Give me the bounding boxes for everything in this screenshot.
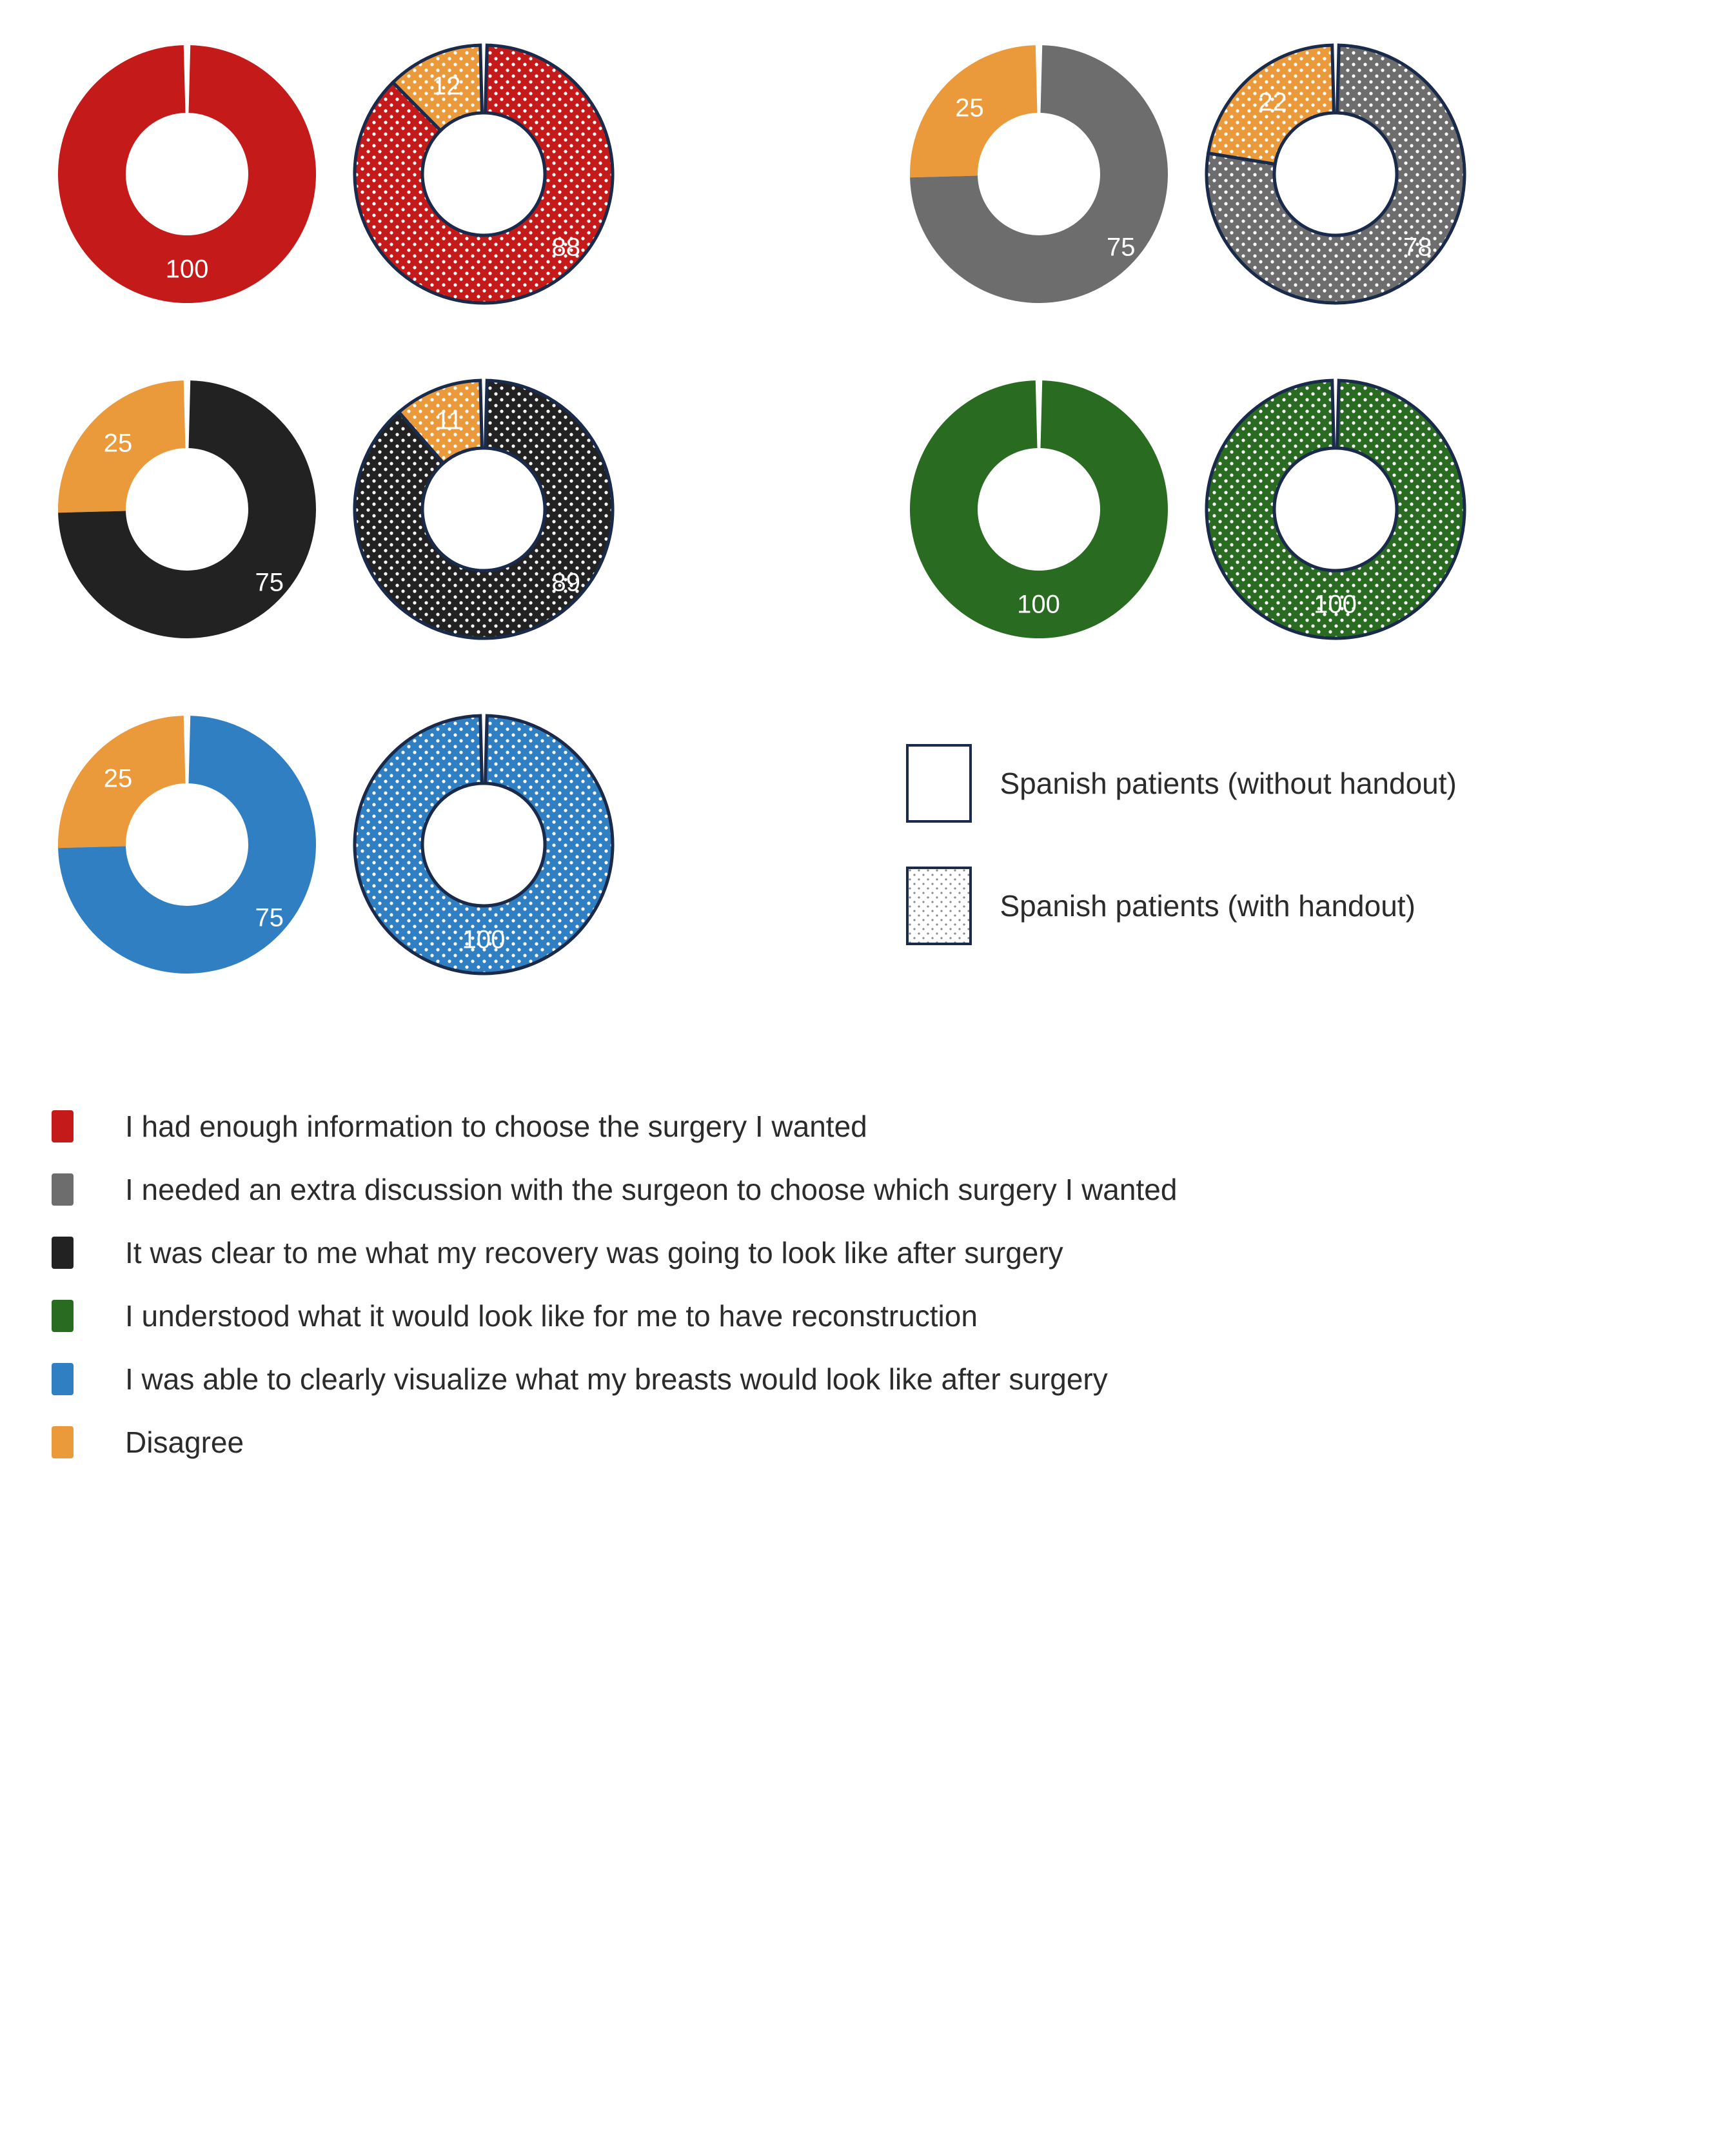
legend-text: Disagree <box>125 1425 244 1460</box>
pattern-legend-row-without-handout: Spanish patients (without handout) <box>903 741 1665 825</box>
pattern-legend-row-with-handout: Spanish patients (with handout) <box>903 864 1665 948</box>
chart-pair-gray: 25752278 <box>903 39 1665 309</box>
color-legend: I had enough information to choose the s… <box>52 1109 1664 1460</box>
plain-swatch-icon <box>903 741 974 825</box>
donut-red-without-handout: 100 <box>52 39 322 309</box>
legend-row-blue: I was able to clearly visualize what my … <box>52 1362 1664 1396</box>
legend-text: I needed an extra discussion with the su… <box>125 1172 1177 1207</box>
legend-row-red: I had enough information to choose the s… <box>52 1109 1664 1144</box>
chart-pair-black: 25751189 <box>52 374 813 645</box>
slice-disagree <box>58 716 186 848</box>
legend-swatch-black <box>52 1237 74 1269</box>
chart-pair-blue: 2575100 <box>52 709 813 980</box>
legend-swatch-red <box>52 1110 74 1142</box>
pattern-legend: Spanish patients (without handout) Spanis… <box>903 709 1665 980</box>
slice-agree <box>910 380 1168 638</box>
dotted-swatch-icon <box>903 864 974 948</box>
chart-pair-green: 100100 <box>903 374 1665 645</box>
donut-black-with-handout: 1189 <box>348 374 619 645</box>
legend-row-black: It was clear to me what my recovery was … <box>52 1235 1664 1270</box>
slice-agree <box>58 45 316 303</box>
donut-black-without-handout: 2575 <box>52 374 322 645</box>
donut-chart-grid: 100128825752278257511891001002575100Span… <box>52 39 1664 980</box>
donut-green-without-handout: 100 <box>903 374 1174 645</box>
donut-gray-with-handout: 2278 <box>1200 39 1471 309</box>
donut-red-with-handout: 1288 <box>348 39 619 309</box>
legend-row-orange: Disagree <box>52 1425 1664 1460</box>
donut-green-with-handout: 100 <box>1200 374 1471 645</box>
pattern-legend-label: Spanish patients (without handout) <box>1000 766 1457 801</box>
donut-gray-without-handout: 2575 <box>903 39 1174 309</box>
legend-swatch-orange <box>52 1426 74 1458</box>
legend-text: It was clear to me what my recovery was … <box>125 1235 1063 1270</box>
legend-text: I understood what it would look like for… <box>125 1298 978 1333</box>
legend-text: I had enough information to choose the s… <box>125 1109 867 1144</box>
donut-blue-without-handout: 2575 <box>52 709 322 980</box>
slice-disagree <box>58 380 186 513</box>
slice-disagree <box>910 45 1038 177</box>
chart-pair-red: 1001288 <box>52 39 813 309</box>
pattern-legend-label: Spanish patients (with handout) <box>1000 888 1415 923</box>
donut-blue-with-handout: 100 <box>348 709 619 980</box>
legend-swatch-blue <box>52 1363 74 1395</box>
legend-swatch-green <box>52 1300 74 1332</box>
legend-text: I was able to clearly visualize what my … <box>125 1362 1108 1396</box>
legend-swatch-gray <box>52 1173 74 1206</box>
legend-row-green: I understood what it would look like for… <box>52 1298 1664 1333</box>
legend-row-gray: I needed an extra discussion with the su… <box>52 1172 1664 1207</box>
